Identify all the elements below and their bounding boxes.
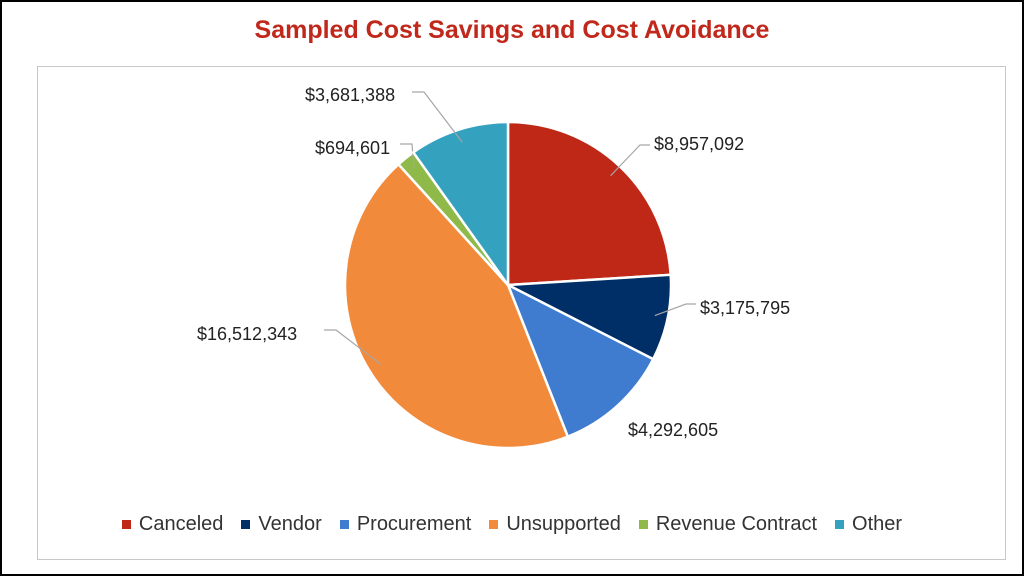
leader-line-canceled (610, 144, 650, 177)
legend-swatch-procurement (339, 520, 349, 529)
chart-legend: Canceled Vendor Procurement Unsupported Reve… (2, 513, 1022, 536)
legend-swatch-canceled (121, 520, 131, 529)
legend-swatch-unsupported (489, 520, 499, 529)
leader-line-unsupported (324, 329, 382, 365)
leader-line-vendor (654, 303, 696, 317)
legend-item-other: Other (835, 513, 902, 536)
legend-item-vendor: Vendor (241, 513, 322, 536)
pie-slice-unsupported (343, 162, 570, 450)
legend-swatch-revenue-contract (638, 520, 648, 529)
legend-label-revenue-contract: Revenue Contract (655, 513, 818, 535)
data-label-revenue-contract: $694,601 (315, 138, 390, 158)
pie-slice-procurement (505, 282, 655, 439)
data-label-other: $3,681,388 (305, 85, 395, 105)
legend-swatch-other (835, 520, 845, 529)
data-label-vendor: $3,175,795 (700, 298, 790, 318)
data-label-procurement: $4,292,605 (628, 420, 718, 440)
pie-slice-canceled (506, 120, 673, 287)
pie-slice-vendor (503, 273, 673, 361)
legend-item-unsupported: Unsupported (489, 513, 621, 536)
data-label-canceled: $8,957,092 (654, 134, 744, 154)
pie-slice-other (411, 120, 510, 289)
legend-item-revenue-contract: Revenue Contract (638, 513, 818, 536)
legend-label-unsupported: Unsupported (506, 513, 621, 535)
leader-line-revenue-contract (400, 143, 415, 169)
chart-title: Sampled Cost Savings and Cost Avoidance (254, 16, 770, 44)
legend-label-canceled: Canceled (138, 513, 224, 535)
leader-line-other (412, 91, 463, 143)
legend-swatch-vendor (241, 520, 251, 529)
legend-label-vendor: Vendor (258, 513, 322, 535)
legend-label-procurement: Procurement (356, 513, 472, 535)
data-label-unsupported: $16,512,343 (197, 324, 297, 344)
legend-item-procurement: Procurement (339, 513, 472, 536)
legend-label-other: Other (852, 513, 903, 535)
legend-item-canceled: Canceled (121, 513, 224, 536)
